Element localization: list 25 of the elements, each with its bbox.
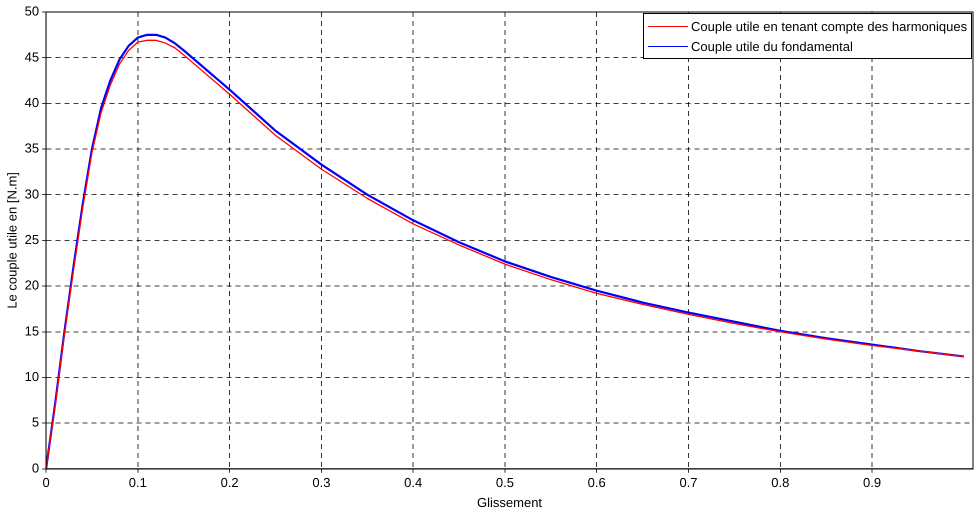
y-tick-label: 20 [24,278,40,293]
y-tick-label: 10 [24,369,40,384]
x-tick-label: 0.7 [679,475,698,490]
x-tick-label: 0.6 [588,475,606,490]
x-tick-label: 0.3 [312,475,330,490]
y-tick-label: 0 [32,460,40,476]
legend-label: Couple utile en tenant compte des harmoniques [691,18,968,34]
x-tick-label: 0 [42,475,50,490]
y-tick-label: 25 [24,232,40,247]
x-tick-label: 0.2 [220,475,239,490]
y-tick-label: 50 [24,4,40,19]
x-tick-label: 0.1 [128,475,147,490]
x-tick-label: 0.5 [496,475,514,490]
y-tick-label: 45 [24,49,40,64]
y-tick-label: 5 [32,414,40,430]
x-tick-label: 0.8 [771,475,790,490]
legend-label: Couple utile du fondamental [691,38,853,54]
x-tick-label: 0.4 [404,475,422,490]
y-tick-label: 30 [24,186,40,202]
y-axis-title: Le couple utile en [N.m] [4,172,20,309]
y-tick-label: 15 [24,323,40,338]
y-tick-label: 40 [24,94,40,110]
x-axis-title: Glissement [477,494,542,510]
y-tick-label: 35 [24,140,40,156]
x-tick-label: 0.9 [863,475,882,490]
